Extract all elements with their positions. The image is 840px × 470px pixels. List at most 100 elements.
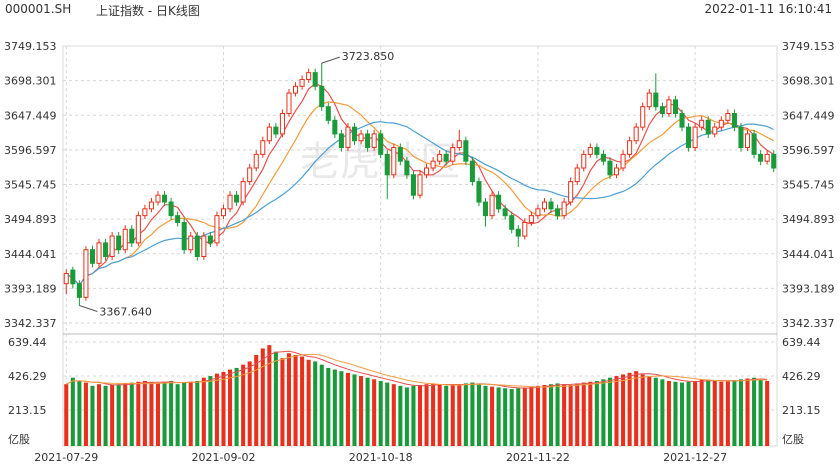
volume-bar — [195, 380, 200, 446]
candle-body — [489, 194, 495, 217]
candle-body — [686, 126, 692, 149]
volume-bar — [483, 385, 488, 446]
low-pointer — [79, 305, 98, 313]
volume-bar — [352, 374, 357, 446]
candle-body — [96, 242, 102, 264]
candle-body — [109, 235, 115, 258]
candle-body — [351, 126, 358, 142]
candle-body — [279, 113, 285, 135]
volume-bar — [693, 380, 698, 446]
candle-body — [286, 92, 292, 115]
candle-body — [528, 215, 534, 223]
volume-bar — [404, 387, 409, 446]
volume-bar — [169, 380, 174, 446]
candle-body — [175, 215, 181, 223]
candle-body — [758, 153, 764, 162]
candle-body — [325, 106, 331, 121]
candle-body — [365, 133, 371, 149]
price-tick-right: 3545.745 — [782, 179, 835, 192]
candle-body — [293, 85, 299, 94]
volume-bar — [424, 384, 429, 446]
candle-body — [548, 201, 554, 210]
chart-header: 000001.SH 上证指数 - 日K线图 2022-01-11 16:10:4… — [0, 0, 840, 18]
low-annotation: 3367.640 — [99, 306, 152, 319]
volume-bar — [332, 369, 337, 446]
candle-body — [142, 208, 148, 217]
candle-body — [63, 273, 69, 285]
candle-body — [718, 119, 724, 128]
volume-bar — [103, 385, 108, 446]
volume-bar — [129, 382, 134, 446]
candle-body — [404, 160, 410, 176]
volume-bar — [725, 380, 730, 446]
candle-body — [456, 140, 462, 149]
candle-body — [260, 140, 266, 155]
volume-bar — [712, 380, 717, 446]
volume-tick-left: 639.44 — [8, 336, 47, 349]
candle-body — [725, 113, 731, 121]
volume-bar — [503, 388, 508, 446]
candle-body — [712, 126, 718, 135]
volume-bar — [339, 371, 344, 446]
volume-bar — [765, 380, 770, 446]
volume-bar — [260, 348, 265, 446]
volume-bar — [745, 378, 750, 446]
candle-body — [450, 147, 456, 162]
volume-bar — [457, 384, 462, 446]
candle-body — [764, 153, 770, 162]
candle-body — [214, 215, 220, 244]
volume-ma-line — [66, 353, 768, 388]
volume-bar — [640, 374, 645, 446]
volume-bar — [738, 379, 744, 446]
date-label: 2021-10-18 — [349, 451, 413, 464]
volume-bar — [359, 376, 364, 446]
volume-bar — [444, 385, 449, 446]
candle-body — [319, 85, 325, 108]
volume-bar — [267, 345, 272, 446]
candle-body — [568, 181, 574, 203]
volume-bar — [182, 382, 187, 446]
volume-bar — [627, 372, 632, 446]
volume-bar — [247, 361, 252, 446]
candle-body — [613, 167, 620, 176]
price-tick-right: 3749.153 — [782, 40, 835, 53]
volume-bar — [201, 377, 206, 446]
candle-body — [443, 153, 449, 162]
volume-bar — [666, 380, 671, 446]
volume-tick-left: 426.29 — [8, 370, 47, 383]
candle-body — [476, 181, 482, 203]
volume-tick-right: 639.44 — [782, 336, 821, 349]
volume-bar — [293, 354, 298, 446]
candle-body — [227, 194, 233, 210]
volume-bar — [300, 356, 305, 446]
volume-bar — [208, 376, 213, 446]
volume-bar — [391, 384, 396, 446]
candle-body — [220, 208, 227, 217]
price-tick-left: 3342.337 — [4, 317, 57, 330]
volume-bar — [385, 382, 390, 446]
volume-bar — [149, 382, 154, 446]
volume-bar — [679, 382, 685, 446]
volume-bar — [77, 380, 82, 446]
candle-body — [122, 228, 128, 251]
volume-bar — [90, 385, 95, 446]
candle-body — [555, 208, 561, 217]
candle-body — [266, 126, 272, 142]
candle-body — [496, 194, 502, 210]
candle-body — [188, 235, 194, 251]
candle-body — [410, 174, 416, 196]
candle-body — [247, 167, 253, 183]
volume-bar — [732, 380, 737, 446]
volume-bar — [621, 374, 626, 446]
price-tick-left: 3393.189 — [4, 282, 57, 295]
candle-body — [666, 99, 672, 115]
volume-bar — [228, 369, 233, 446]
candle-body — [155, 194, 161, 203]
candle-body — [731, 113, 737, 128]
price-tick-right: 3494.893 — [782, 213, 835, 226]
volume-bar — [64, 384, 69, 446]
candle-body — [705, 119, 711, 135]
price-tick-left: 3698.301 — [4, 75, 57, 88]
candle-body — [312, 72, 318, 87]
volume-bar — [522, 387, 527, 446]
